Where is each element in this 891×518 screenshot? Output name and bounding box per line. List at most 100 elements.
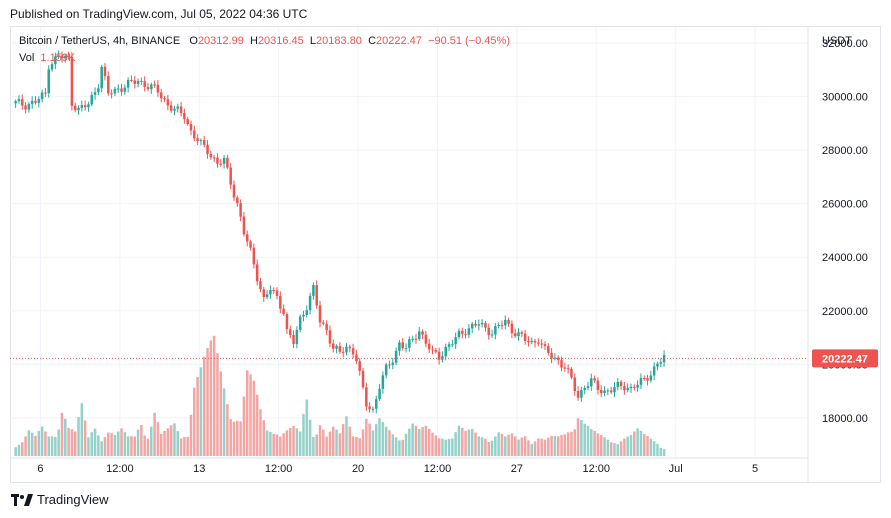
candle-body (143, 81, 146, 87)
volume-bar (408, 428, 411, 456)
candle-body (60, 55, 64, 59)
candle-body (401, 342, 404, 349)
volume-bar (269, 431, 272, 456)
candle-body (226, 157, 229, 168)
volume-bar (639, 430, 643, 456)
tradingview-brand[interactable]: TradingView (11, 492, 109, 507)
candle-body (37, 99, 41, 103)
volume-bar (77, 417, 80, 456)
change-value: −90.51 (−0.45%) (428, 35, 510, 47)
volume-bar (527, 440, 530, 456)
candle-body (40, 92, 44, 100)
candle-body (550, 352, 553, 359)
volume-bar (398, 440, 401, 456)
candle-body (212, 157, 216, 159)
volume-bar (580, 419, 583, 456)
candle-body (384, 364, 388, 376)
candle-body (646, 378, 649, 381)
volume-bar (302, 413, 305, 456)
candle-body (613, 387, 616, 393)
candle-body (83, 105, 87, 108)
volume-bar (335, 429, 338, 456)
y-tick-label: 26000.00 (822, 199, 868, 211)
volume-bar (391, 434, 395, 456)
x-tick-label: 20 (352, 463, 364, 475)
volume-bar (510, 433, 514, 456)
brand-name: TradingView (37, 492, 109, 507)
volume-bar (464, 430, 467, 456)
volume-bar (143, 435, 146, 456)
volume-bar (120, 428, 123, 456)
volume-bar (355, 436, 358, 456)
volume-bar (186, 436, 189, 456)
candle-body (249, 241, 252, 248)
x-tick-label: 27 (511, 463, 523, 475)
candle-body (169, 105, 173, 111)
low-label: L (309, 35, 317, 47)
volume-bar (434, 435, 438, 456)
last-price-tag (812, 349, 878, 368)
candle-body (126, 80, 130, 88)
volume-bar (34, 435, 37, 456)
candle-body (232, 184, 236, 198)
candle-body (269, 290, 272, 295)
candle-body (288, 329, 292, 336)
candle-body (570, 368, 573, 378)
volume-bar (173, 423, 176, 456)
volume-bar (209, 340, 213, 456)
volume-bar (573, 429, 577, 456)
candle-body (556, 357, 560, 361)
volume-bar (292, 425, 295, 456)
candle-body (652, 366, 656, 376)
candle-body (245, 234, 249, 242)
volume-bar (520, 437, 524, 456)
volume-bar (259, 409, 262, 456)
candle-body (408, 339, 411, 348)
volume-bar (633, 431, 636, 456)
volume-bar (298, 431, 302, 456)
volume-bar (467, 429, 471, 456)
candle-body (540, 343, 543, 345)
candle-body (375, 399, 378, 409)
candle-body (457, 330, 461, 338)
volume-bar (537, 438, 540, 456)
volume-bar (626, 436, 629, 456)
volume-bar (556, 436, 560, 456)
volume-bar (67, 427, 70, 456)
volume-bar (110, 433, 113, 456)
close-value: 20222.47 (376, 35, 422, 47)
volume-bar (70, 429, 74, 456)
volume-bar (504, 436, 507, 456)
candle-body (623, 386, 626, 391)
volume-bar (100, 441, 103, 456)
candle-body (176, 106, 180, 109)
candle-body (351, 348, 355, 355)
candle-body (437, 351, 441, 360)
candle-body (116, 88, 120, 90)
candle-body (219, 163, 223, 165)
volume-bar (37, 430, 41, 456)
candle-body (97, 88, 100, 93)
volume-bar (103, 437, 107, 456)
candle-body (318, 305, 322, 323)
volume-bar (500, 433, 504, 456)
candle-body (418, 331, 421, 340)
candle-body (196, 138, 199, 141)
candle-body (44, 92, 47, 94)
candle-body (447, 344, 451, 347)
volume-bar (308, 419, 312, 456)
candle-body (470, 323, 474, 329)
volume-bar (444, 439, 447, 456)
candle-body (378, 388, 381, 400)
candle-body (345, 346, 348, 353)
volume-bar (378, 418, 381, 456)
symbol-label: Bitcoin / TetherUS, 4h, BINANCE (19, 35, 181, 47)
candle-body (24, 105, 27, 110)
volume-bar (451, 438, 454, 456)
volume-bar (295, 428, 299, 456)
x-tick-label: 5 (752, 463, 758, 475)
candle-body (305, 310, 309, 315)
candle-body (533, 340, 537, 343)
volume-bar (388, 430, 391, 456)
